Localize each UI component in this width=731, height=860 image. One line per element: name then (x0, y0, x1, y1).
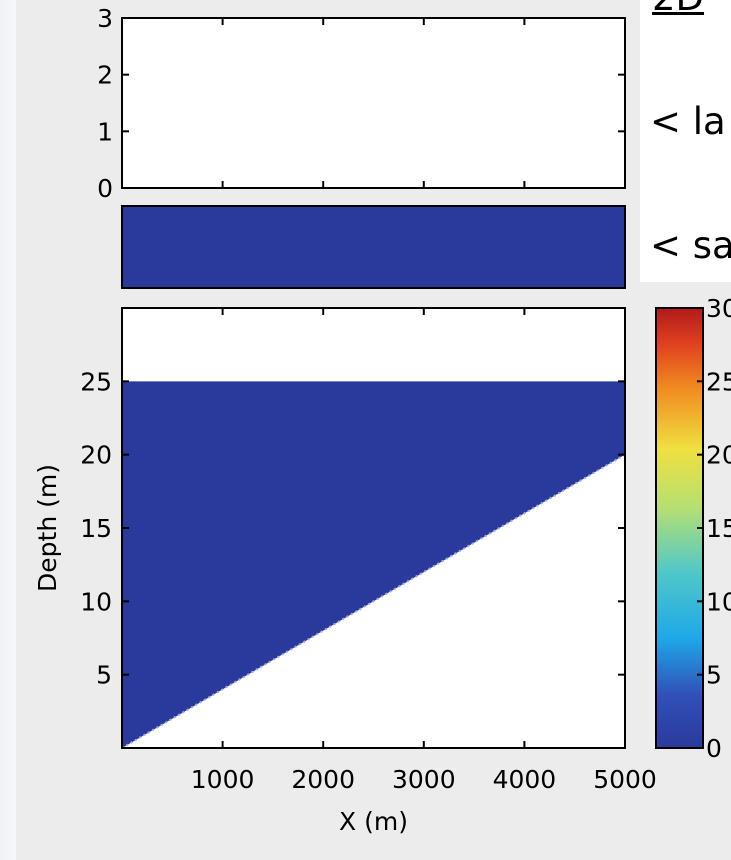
strip-panel (121, 205, 626, 289)
colorbar: 0 5 10 15 20 25 30 (655, 294, 731, 763)
side-text-line-1: < la (650, 102, 726, 142)
side-heading: 2D (652, 0, 731, 18)
x-axis-label: X (m) (339, 807, 408, 836)
top-ytick-label: 2 (97, 61, 113, 90)
colorbar-tick-label: 15 (706, 514, 731, 543)
ytick-label: 5 (96, 661, 112, 690)
ytick-label: 25 (80, 367, 112, 396)
top-panel: 0 1 2 3 (97, 4, 626, 203)
colorbar-tick-label: 20 (706, 441, 731, 470)
xtick-label: 1000 (191, 765, 255, 794)
colorbar-tick-label: 0 (706, 734, 722, 763)
top-ytick-label: 1 (97, 117, 113, 146)
top-ytick-label: 3 (97, 4, 113, 33)
xtick-label: 4000 (493, 765, 557, 794)
colorbar-gradient (655, 307, 704, 749)
side-text-line-2: < sa (650, 226, 731, 266)
xtick-label: 2000 (291, 765, 355, 794)
ytick-label: 10 (80, 587, 112, 616)
strip-field (121, 205, 626, 289)
main-panel: 5 10 15 20 25 1000 2000 3000 4000 5000 X (m) Depth … (33, 307, 657, 836)
page-background (0, 0, 16, 860)
colorbar-tick-label: 5 (706, 661, 722, 690)
seabed-boundary (121, 453, 626, 749)
y-axis-label: Depth (m) (33, 464, 62, 592)
colorbar-tick-label: 10 (706, 587, 731, 616)
side-text-panel (640, 0, 731, 282)
water-region (122, 381, 625, 748)
colorbar-tick-label: 25 (706, 367, 731, 396)
ytick-label: 20 (80, 441, 112, 470)
colorbar-tick-label: 30 (706, 294, 731, 323)
xtick-label: 5000 (593, 765, 657, 794)
top-ytick-label: 0 (97, 174, 113, 203)
xtick-label: 3000 (392, 765, 456, 794)
ytick-label: 15 (80, 514, 112, 543)
top-plot-area (121, 17, 626, 189)
